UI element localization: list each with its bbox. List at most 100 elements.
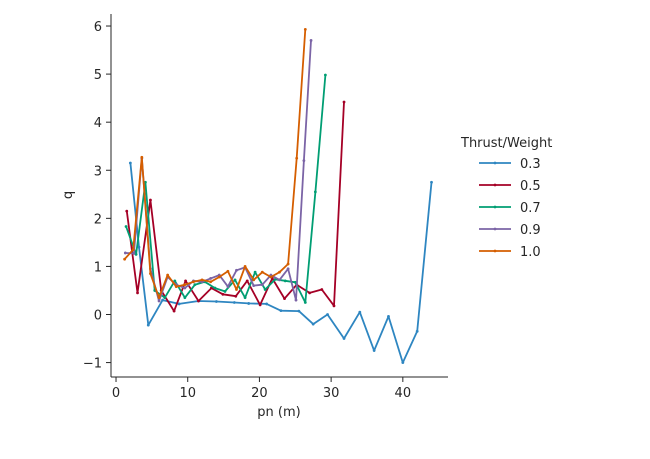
data-point	[174, 285, 178, 289]
y-tick-label: 0	[94, 308, 102, 323]
data-point	[243, 265, 247, 268]
data-point	[134, 252, 138, 256]
legend-label: 0.9	[520, 223, 541, 238]
legend-marker	[493, 161, 497, 165]
data-point	[223, 290, 227, 293]
x-tick-label: 20	[251, 386, 268, 401]
data-point	[149, 198, 152, 202]
data-point	[163, 296, 167, 300]
data-point	[308, 291, 312, 295]
data-point	[144, 180, 147, 184]
x-tick-label: 30	[323, 386, 340, 401]
x-tick-label: 0	[112, 386, 120, 401]
data-point	[132, 252, 136, 255]
data-point	[140, 155, 144, 159]
series-line	[129, 162, 433, 364]
data-point	[311, 322, 315, 326]
data-point	[213, 286, 217, 290]
data-point	[200, 280, 204, 284]
data-point	[332, 304, 336, 308]
data-point	[263, 288, 267, 291]
y-tick-label: 4	[94, 116, 102, 131]
data-point	[124, 225, 128, 228]
data-point	[372, 349, 376, 352]
data-point	[401, 361, 405, 364]
legend-marker	[493, 227, 497, 231]
data-point	[297, 309, 301, 313]
data-point	[326, 313, 329, 316]
data-point	[123, 257, 127, 261]
data-point	[215, 300, 218, 303]
data-point	[286, 267, 290, 271]
data-point	[279, 309, 283, 313]
data-point	[128, 161, 132, 165]
data-point	[149, 272, 152, 276]
legend-marker	[493, 205, 497, 209]
data-point	[232, 301, 236, 304]
x-axis-ticks: 0 10 20 30 40	[112, 377, 411, 401]
legend-label: 0.3	[520, 157, 541, 172]
y-tick-label: 5	[94, 68, 102, 83]
y-axis-ticks: −1 0 1 2 3 4 5 6	[83, 20, 111, 372]
legend-item: 0.3	[479, 157, 541, 172]
data-point	[252, 284, 256, 288]
x-tick-label: 40	[395, 386, 412, 401]
data-point	[193, 283, 197, 287]
data-point	[184, 279, 187, 283]
data-point	[131, 248, 135, 251]
data-point	[173, 279, 177, 283]
data-point	[235, 268, 238, 272]
data-point	[258, 303, 262, 307]
data-point	[125, 209, 129, 213]
data-point	[183, 296, 187, 300]
data-point	[302, 159, 306, 163]
series-line	[123, 29, 307, 299]
data-point	[123, 251, 127, 255]
data-point	[260, 283, 264, 287]
data-point	[234, 294, 238, 298]
y-tick-label: −1	[83, 357, 102, 372]
legend-item: 0.7	[479, 201, 541, 216]
data-point	[283, 279, 287, 283]
data-point	[278, 270, 281, 274]
data-point	[294, 298, 298, 302]
data-point	[245, 279, 249, 283]
data-point	[157, 296, 161, 300]
legend-marker	[493, 183, 497, 187]
data-point	[233, 278, 237, 282]
legend-item: 1.0	[479, 245, 541, 260]
data-point	[166, 273, 170, 277]
legend-label: 1.0	[520, 245, 541, 260]
x-tick-label: 10	[179, 386, 196, 401]
legend: Thrust/Weight 0.3 0.5 0.7 0.9 1.0	[460, 136, 552, 260]
legend-label: 0.5	[520, 179, 541, 194]
data-point	[235, 288, 238, 291]
data-point	[137, 245, 141, 249]
data-point	[209, 277, 213, 280]
data-point	[221, 292, 225, 296]
data-point	[243, 296, 247, 300]
data-point	[286, 262, 290, 266]
series-line	[125, 75, 327, 304]
series-1.0	[123, 27, 307, 300]
data-point	[217, 275, 221, 279]
data-point	[342, 100, 346, 104]
data-point	[309, 39, 313, 42]
data-point	[303, 301, 307, 304]
data-point	[146, 323, 150, 327]
series-0.7	[124, 73, 327, 304]
data-point	[323, 73, 327, 77]
data-point	[358, 310, 362, 314]
legend-label: 0.7	[520, 201, 541, 216]
y-tick-label: 1	[94, 260, 102, 275]
series-layer	[123, 27, 433, 364]
data-point	[283, 297, 286, 301]
data-point	[226, 285, 230, 289]
data-point	[260, 270, 264, 274]
y-tick-label: 2	[94, 212, 102, 227]
data-point	[209, 280, 213, 284]
data-point	[430, 180, 433, 184]
data-point	[295, 156, 299, 160]
data-point	[157, 299, 161, 303]
